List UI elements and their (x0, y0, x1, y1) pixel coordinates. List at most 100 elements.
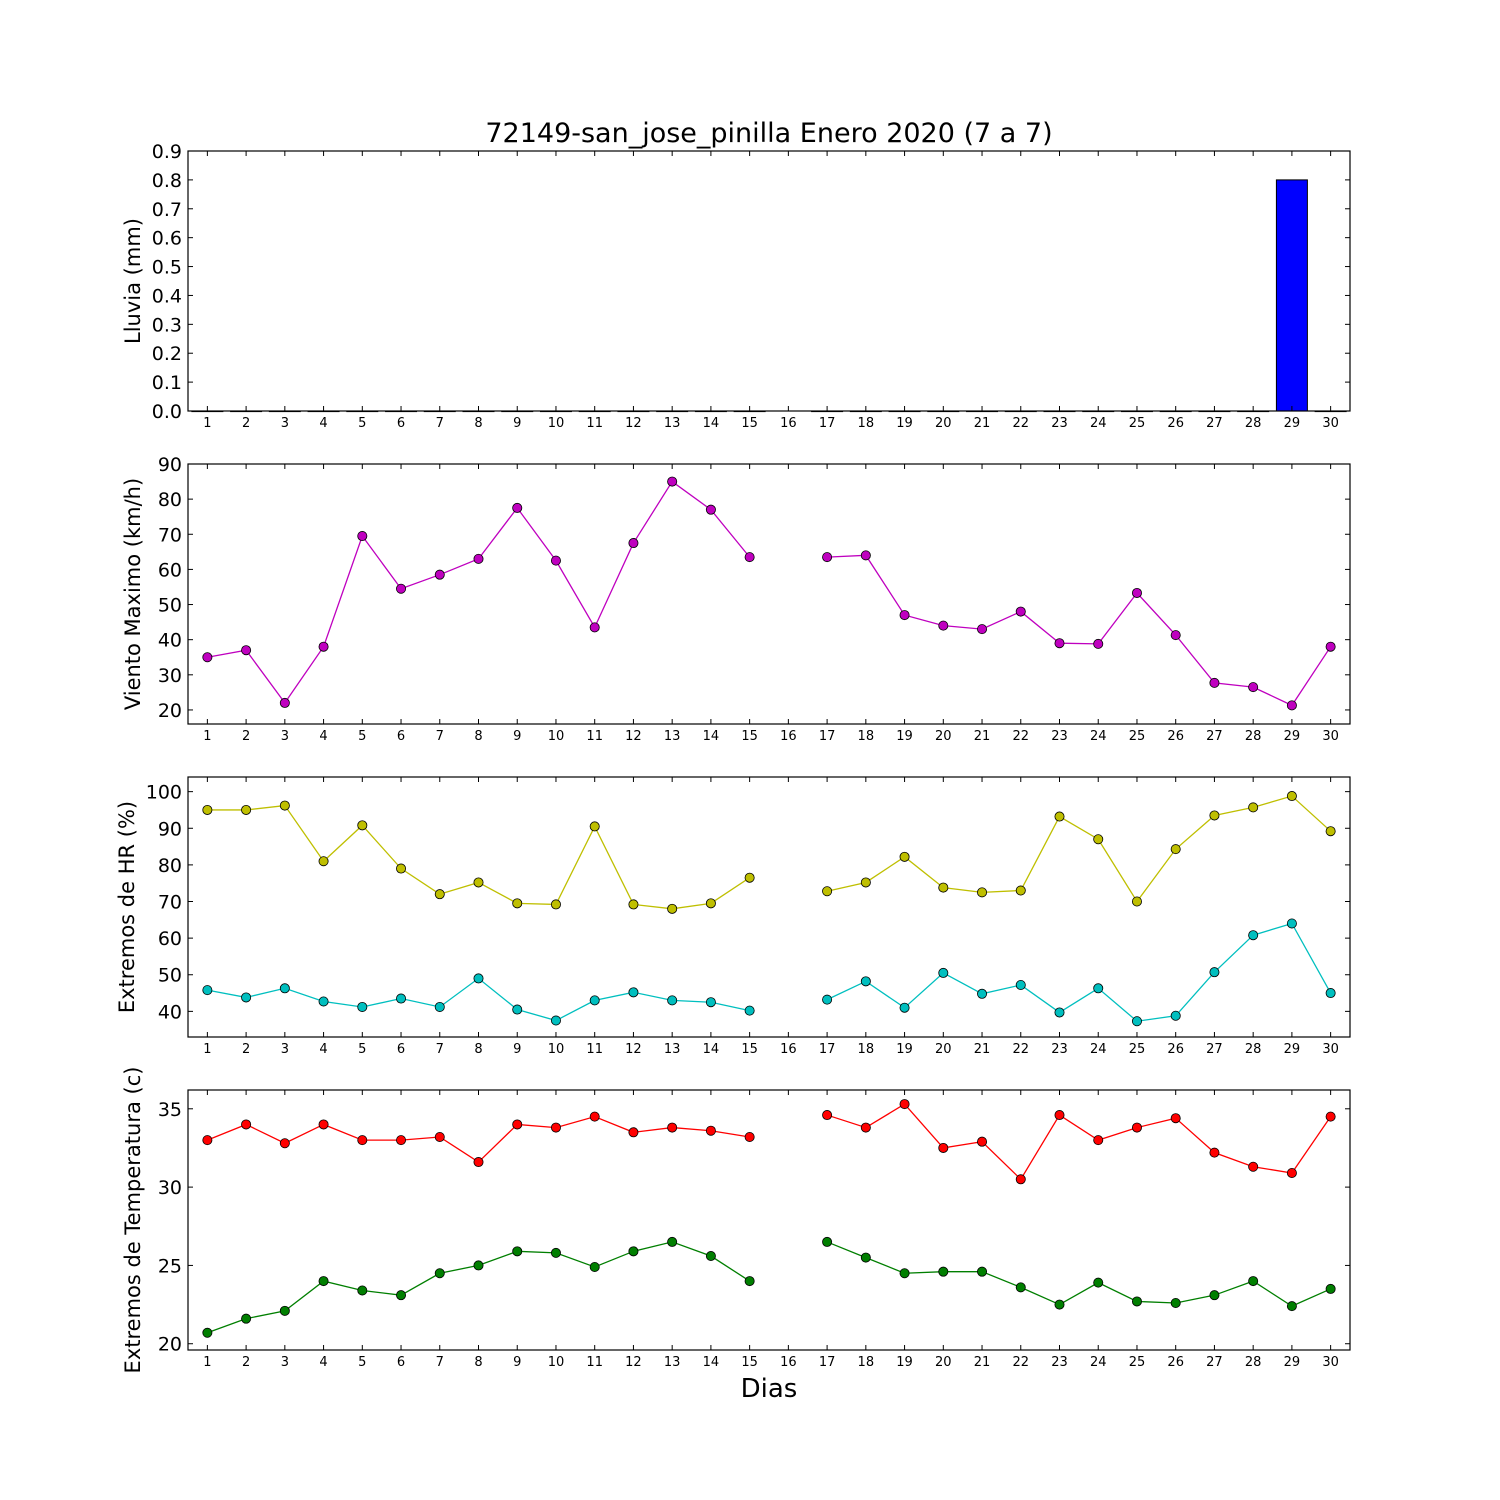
humidity-ytick-label: 90 (158, 818, 182, 840)
temperature-series-2-point (744, 1276, 755, 1287)
rain-ytick-label: 0.9 (152, 141, 182, 163)
temperature-xtick-label: 17 (819, 1355, 836, 1370)
humidity-ytick-label: 80 (158, 855, 182, 877)
temperature-panel: 1 2 3 4 5 6 7 8 9 10 11 12 13 14 15 16 17 18 19 20 21 22 23 24 2… (121, 1067, 1351, 1373)
temperature-series-1-point (667, 1122, 678, 1133)
wind-series-1-point (1093, 638, 1104, 649)
humidity-xtick-label: 1 (203, 1042, 211, 1057)
humidity-series-1-point (628, 899, 639, 910)
rain-xtick-label: 11 (586, 416, 603, 431)
temperature-series-1-point (241, 1119, 252, 1130)
wind-ytick-label: 40 (158, 630, 182, 652)
wind-panel: 1 2 3 4 5 6 7 8 9 10 11 12 13 14 15 16 17 18 19 20 21 22 23 24 2… (121, 454, 1351, 744)
temperature-xtick-label: 11 (586, 1355, 603, 1370)
wind-series-1-point (434, 569, 445, 580)
humidity-xtick-label: 4 (319, 1042, 327, 1057)
temperature-series-2-point (318, 1276, 329, 1287)
rain-xtick-label: 18 (858, 416, 875, 431)
humidity-series-2-point (667, 995, 678, 1006)
humidity-plot-area (188, 777, 1350, 1037)
humidity-series-1-point (473, 877, 484, 888)
temperature-series-1-point (1015, 1174, 1026, 1185)
temperature-xtick-label: 16 (780, 1355, 797, 1370)
temperature-series-1-point (744, 1131, 755, 1142)
wind-series-1-point (1170, 630, 1181, 641)
temperature-xtick-label: 19 (896, 1355, 913, 1370)
temperature-ytick-label: 20 (158, 1334, 182, 1356)
humidity-xtick-label: 5 (358, 1042, 366, 1057)
wind-series-1-point (318, 641, 329, 652)
temperature-xtick-label: 12 (625, 1355, 642, 1370)
rain-xtick-label: 26 (1167, 416, 1184, 431)
panels: 1 2 3 4 5 6 7 8 9 10 11 12 13 14 15 16 17 18 19 20 21 22 23 24 2… (115, 141, 1351, 1373)
temperature-series-2-point (938, 1266, 949, 1277)
temperature-series-1-point (1209, 1147, 1220, 1158)
humidity-series-1-point (202, 804, 213, 815)
wind-series-1-point (977, 624, 988, 635)
temperature-series-1-point (589, 1111, 600, 1122)
temperature-series-2-point (705, 1251, 716, 1262)
wind-xtick-label: 8 (474, 729, 482, 744)
temperature-series-1-point (357, 1135, 368, 1146)
humidity-xtick-label: 25 (1129, 1042, 1146, 1057)
humidity-xtick-label: 24 (1090, 1042, 1107, 1057)
humidity-xtick-label: 18 (858, 1042, 875, 1057)
humidity-series-1-point (1015, 885, 1026, 896)
humidity-xtick-label: 9 (513, 1042, 521, 1057)
rain-xtick-label: 5 (358, 416, 366, 431)
temperature-series-1-point (396, 1135, 407, 1146)
x-axis-label: Dias (741, 1374, 798, 1404)
wind-ytick-label: 70 (158, 524, 182, 546)
wind-xtick-label: 12 (625, 729, 642, 744)
rain-xtick-label: 7 (436, 416, 444, 431)
temperature-series-2-point (1131, 1296, 1142, 1307)
humidity-series-1-point (1054, 811, 1065, 822)
temperature-series-1-point (1248, 1161, 1259, 1172)
temperature-series-2-point (1054, 1299, 1065, 1310)
humidity-series-1-point (550, 899, 561, 910)
rain-xtick-label: 6 (397, 416, 405, 431)
humidity-series-2-point (899, 1002, 910, 1013)
rain-xtick-label: 12 (625, 416, 642, 431)
humidity-series-2-point (1093, 983, 1104, 994)
temperature-series-1-point (822, 1110, 833, 1121)
humidity-series-1-point (822, 886, 833, 897)
humidity-panel: 1 2 3 4 5 6 7 8 9 10 11 12 13 14 15 16 17 18 19 20 21 22 23 24 2… (115, 776, 1351, 1057)
humidity-ytick-label: 50 (158, 965, 182, 987)
temperature-xtick-label: 21 (974, 1355, 991, 1370)
wind-series-1-point (667, 476, 678, 487)
temperature-xtick-label: 2 (242, 1355, 250, 1370)
temperature-series-1-point (1286, 1168, 1297, 1179)
wind-series-1-point (1248, 682, 1259, 693)
rain-xtick-label: 13 (664, 416, 681, 431)
temperature-xtick-label: 24 (1090, 1355, 1107, 1370)
rain-xtick-label: 20 (935, 416, 952, 431)
humidity-xtick-label: 20 (935, 1042, 952, 1057)
temperature-series-1-point (318, 1119, 329, 1130)
humidity-frame (187, 776, 1351, 1038)
wind-series-1-point (628, 538, 639, 549)
wind-xtick-label: 1 (203, 729, 211, 744)
rain-ytick-label: 0.7 (152, 199, 182, 221)
wind-series-1-point (1054, 638, 1065, 649)
wind-frame (187, 463, 1351, 725)
wind-series-1-point (241, 645, 252, 656)
wind-xtick-label: 21 (974, 729, 991, 744)
temperature-xtick-label: 29 (1284, 1355, 1301, 1370)
wind-xtick-label: 23 (1051, 729, 1068, 744)
wind-series-1-point (279, 697, 290, 708)
temperature-series-2-point (357, 1285, 368, 1296)
humidity-series-1-point (744, 872, 755, 883)
temperature-ytick-label: 35 (158, 1099, 182, 1121)
temperature-series-2-line (826, 1241, 1331, 1307)
temperature-series-1-point (899, 1099, 910, 1110)
humidity-xtick-label: 19 (896, 1042, 913, 1057)
humidity-y-axis-label: Extremos de HR (%) (115, 801, 139, 1013)
temperature-xtick-label: 25 (1129, 1355, 1146, 1370)
wind-ytick-label: 60 (158, 559, 182, 581)
wind-series-1-point (822, 552, 833, 563)
humidity-xtick-label: 14 (703, 1042, 720, 1057)
temperature-series-1-point (938, 1142, 949, 1153)
temperature-xtick-label: 4 (319, 1355, 327, 1370)
temperature-series-2-point (1286, 1301, 1297, 1312)
